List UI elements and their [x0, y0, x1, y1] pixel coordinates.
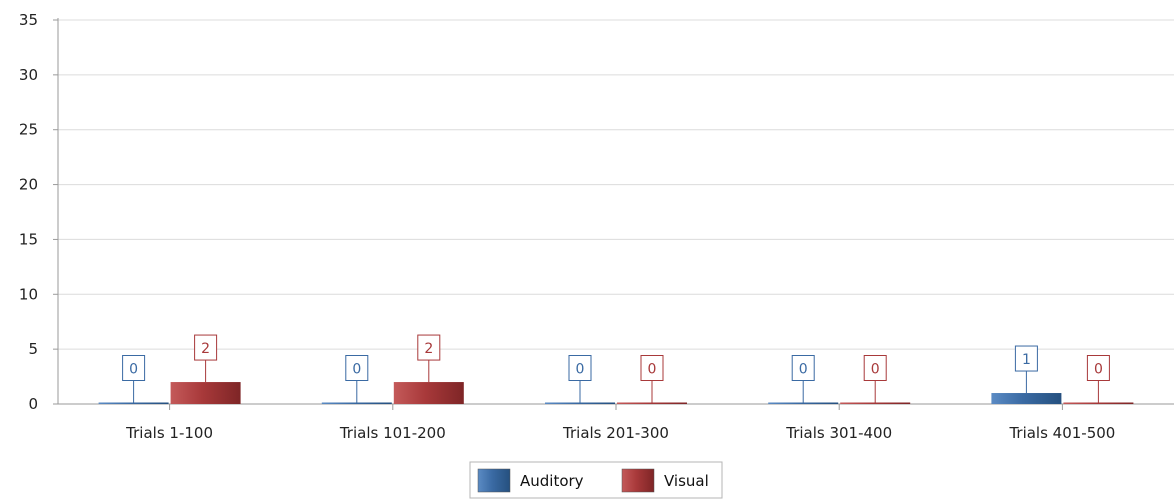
- x-tick-label: Trials 201-300: [562, 424, 669, 442]
- gridlines: [58, 19, 1174, 350]
- y-tick-label: 35: [19, 11, 38, 29]
- data-label-box: [1014, 345, 1038, 372]
- y-tick-label: 5: [28, 340, 38, 358]
- legend-swatch-visual: [621, 468, 655, 493]
- legend-label-visual: Visual: [664, 472, 709, 490]
- y-tick-label: 20: [19, 176, 38, 194]
- data-label-box: [345, 355, 369, 381]
- data-label-box: [194, 334, 218, 361]
- data-label: 0: [871, 362, 880, 378]
- y-tick-label: 30: [19, 66, 38, 84]
- data-label: 0: [576, 362, 585, 378]
- data-label-box: [791, 355, 815, 381]
- y-tick-label: 25: [19, 121, 38, 139]
- x-tick-label: Trials 1-100: [125, 424, 213, 442]
- y-tick-label: 15: [19, 230, 38, 248]
- x-axis: Trials 1-100 Trials 101-200 Trials 201-300…: [58, 403, 1174, 442]
- data-label: 0: [1094, 362, 1103, 378]
- data-label-box: [640, 355, 664, 381]
- data-label-box: [1086, 355, 1110, 381]
- data-label: 2: [424, 341, 433, 357]
- data-label-box: [863, 355, 887, 381]
- y-axis: 0 5 10 15 20 25 30 35: [19, 11, 59, 413]
- y-tick-label: 0: [28, 395, 38, 413]
- bar-auditory: [991, 393, 1062, 404]
- bar-auditory: [768, 402, 839, 404]
- data-label-box: [417, 334, 441, 361]
- bar-visual: [1063, 402, 1134, 404]
- data-label: 2: [201, 341, 210, 357]
- bar-visual: [393, 382, 464, 404]
- legend-label-auditory: Auditory: [520, 472, 584, 490]
- legend-frame: [469, 461, 723, 499]
- x-tick-label: Trials 301-400: [785, 424, 892, 442]
- y-tick-label: 10: [19, 285, 38, 303]
- legend: Auditory Visual: [469, 461, 723, 499]
- data-label: 0: [799, 362, 808, 378]
- data-label: 0: [129, 362, 138, 378]
- bar-visual: [617, 402, 687, 404]
- legend-swatch-auditory: [477, 468, 511, 493]
- bars: [98, 382, 1134, 404]
- bar-auditory: [98, 402, 169, 404]
- data-labels: 0 2 0 2 0 0 0 0 1 0: [122, 334, 1110, 403]
- x-tick-label: Trials 401-500: [1008, 424, 1115, 442]
- data-label: 0: [648, 362, 657, 378]
- bar-visual: [170, 382, 241, 404]
- bar-visual: [840, 402, 911, 404]
- data-label: 1: [1022, 352, 1031, 368]
- bar-auditory: [545, 402, 615, 404]
- data-label-box: [568, 355, 592, 381]
- x-tick-label: Trials 101-200: [339, 424, 446, 442]
- bar-auditory: [321, 402, 392, 404]
- data-label: 0: [352, 362, 361, 378]
- data-label-box: [122, 355, 146, 381]
